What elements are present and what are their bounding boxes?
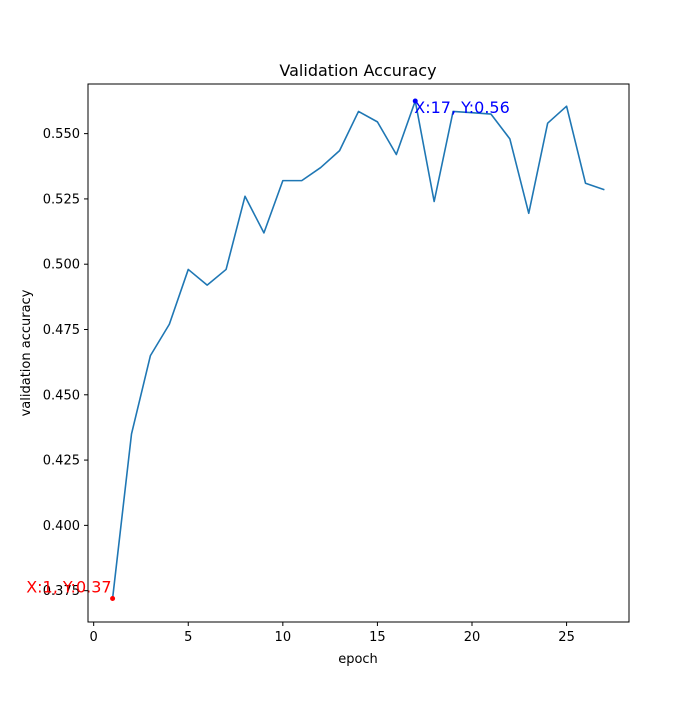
x-tick-label: 0 xyxy=(90,630,98,645)
x-axis-label: epoch xyxy=(338,652,378,667)
series-line xyxy=(111,100,605,599)
annotation-marker xyxy=(110,595,116,601)
y-tick-label: 0.400 xyxy=(43,519,80,534)
x-tick-label: 25 xyxy=(558,630,575,645)
y-tick-label: 0.500 xyxy=(43,258,80,273)
y-tick-label: 0.450 xyxy=(43,388,80,403)
y-tick-label: 0.375 xyxy=(43,584,80,599)
annotation-label: X:1, Y:0.37 xyxy=(26,577,111,596)
series-layer xyxy=(111,100,605,599)
annotation-layer: X:1, Y:0.37 X:17, Y:0.56 xyxy=(26,98,510,601)
axis-ticks: 0 5 10 15 20 25 0.375 0.400 0.425 0.450 0.475 0.500… xyxy=(43,127,575,645)
x-tick-label: 10 xyxy=(275,630,292,645)
y-axis-label: validation accuracy xyxy=(19,289,34,416)
y-tick-label: 0.550 xyxy=(43,127,80,142)
annotation-marker xyxy=(412,98,418,104)
y-tick-label: 0.525 xyxy=(43,192,80,207)
annotation-label: X:17, Y:0.56 xyxy=(414,98,510,117)
chart-title: Validation Accuracy xyxy=(279,61,436,80)
x-tick-label: 15 xyxy=(369,630,386,645)
x-tick-label: 5 xyxy=(184,630,192,645)
y-tick-label: 0.425 xyxy=(43,454,80,469)
plot-frame xyxy=(87,83,630,623)
x-tick-label: 20 xyxy=(464,630,481,645)
y-tick-label: 0.475 xyxy=(43,323,80,338)
